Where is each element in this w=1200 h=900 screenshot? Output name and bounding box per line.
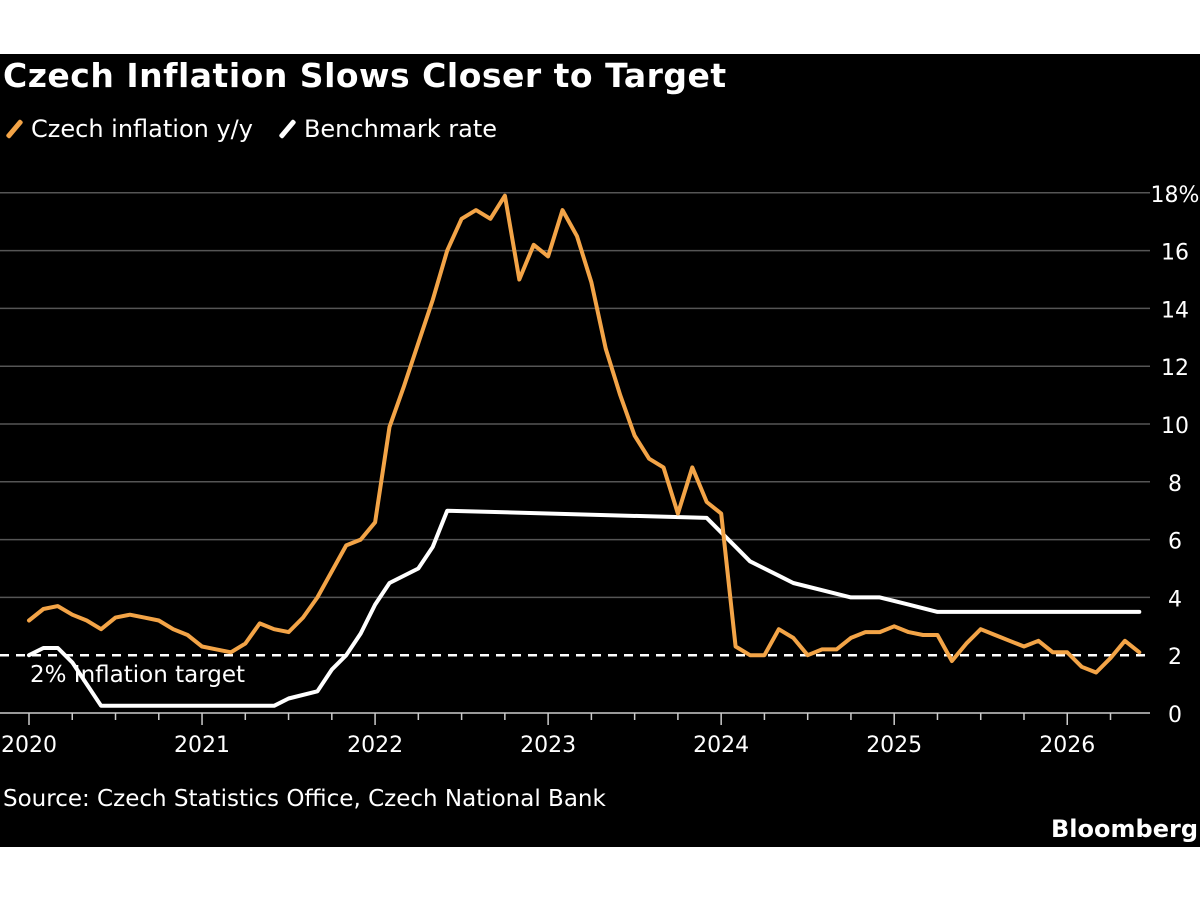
legend-item-benchmark-rate: Benchmark rate (278, 115, 498, 143)
grid-lines (0, 192, 1150, 599)
x-tick-label: 2021 (174, 733, 230, 758)
y-tick-label: 0 (1168, 703, 1182, 728)
y-tick-label: 12 (1161, 356, 1189, 381)
y-tick-label: 8 (1168, 472, 1182, 497)
y-axis-tick-labels: 0 2 4 6 8 10 12 14 16 18% (1151, 183, 1200, 728)
x-tick-label: 2023 (520, 733, 576, 758)
y-tick-label: 2 (1168, 645, 1182, 670)
chart-title: Czech Inflation Slows Closer to Target (3, 56, 727, 95)
legend-label-benchmark-rate: Benchmark rate (303, 115, 498, 143)
x-tick-label: 2020 (1, 733, 57, 758)
y-tick-label: 18% (1151, 183, 1200, 208)
x-axis: 2020 2021 2022 2023 2024 2025 2026 (0, 712, 1150, 758)
bloomberg-logo: Bloomberg (1051, 815, 1198, 843)
series-line-benchmark-rate (27, 508, 1142, 708)
y-tick-label: 16 (1161, 241, 1189, 266)
chart-panel (0, 54, 1200, 847)
legend: Czech inflation y/y Benchmark rate (5, 114, 523, 144)
x-tick-label: 2022 (347, 733, 403, 758)
x-tick-label: 2025 (866, 733, 922, 758)
inflation-target-label: 2% Inflation target (30, 662, 245, 688)
legend-label-inflation: Czech inflation y/y (31, 115, 253, 143)
series-layer: 2% Inflation target (27, 193, 1142, 708)
x-tick-label: 2024 (693, 733, 749, 758)
x-tick-label: 2026 (1039, 733, 1095, 758)
y-tick-label: 4 (1168, 587, 1182, 612)
y-tick-label: 6 (1168, 530, 1182, 555)
series-line-czech-inflation-y-y (27, 193, 1142, 675)
legend-item-inflation: Czech inflation y/y (5, 115, 253, 143)
source-note: Source: Czech Statistics Office, Czech N… (3, 786, 606, 812)
y-tick-label: 14 (1161, 298, 1189, 323)
y-tick-label: 10 (1161, 414, 1189, 439)
